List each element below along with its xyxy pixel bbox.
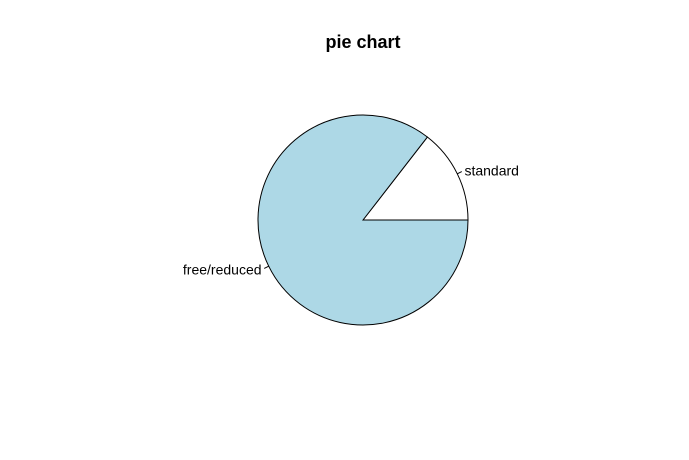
slice-label: standard (464, 162, 518, 178)
pie-slices (257, 114, 469, 326)
pie-labels: standard free/reduced (183, 162, 519, 277)
pie-slice-standard (361, 136, 469, 221)
pie-slice-free-reduced (257, 114, 469, 326)
chart-title: pie chart (325, 32, 400, 52)
slice-label: free/reduced (183, 262, 262, 278)
leader-line (263, 265, 269, 269)
leader-line (457, 171, 463, 175)
